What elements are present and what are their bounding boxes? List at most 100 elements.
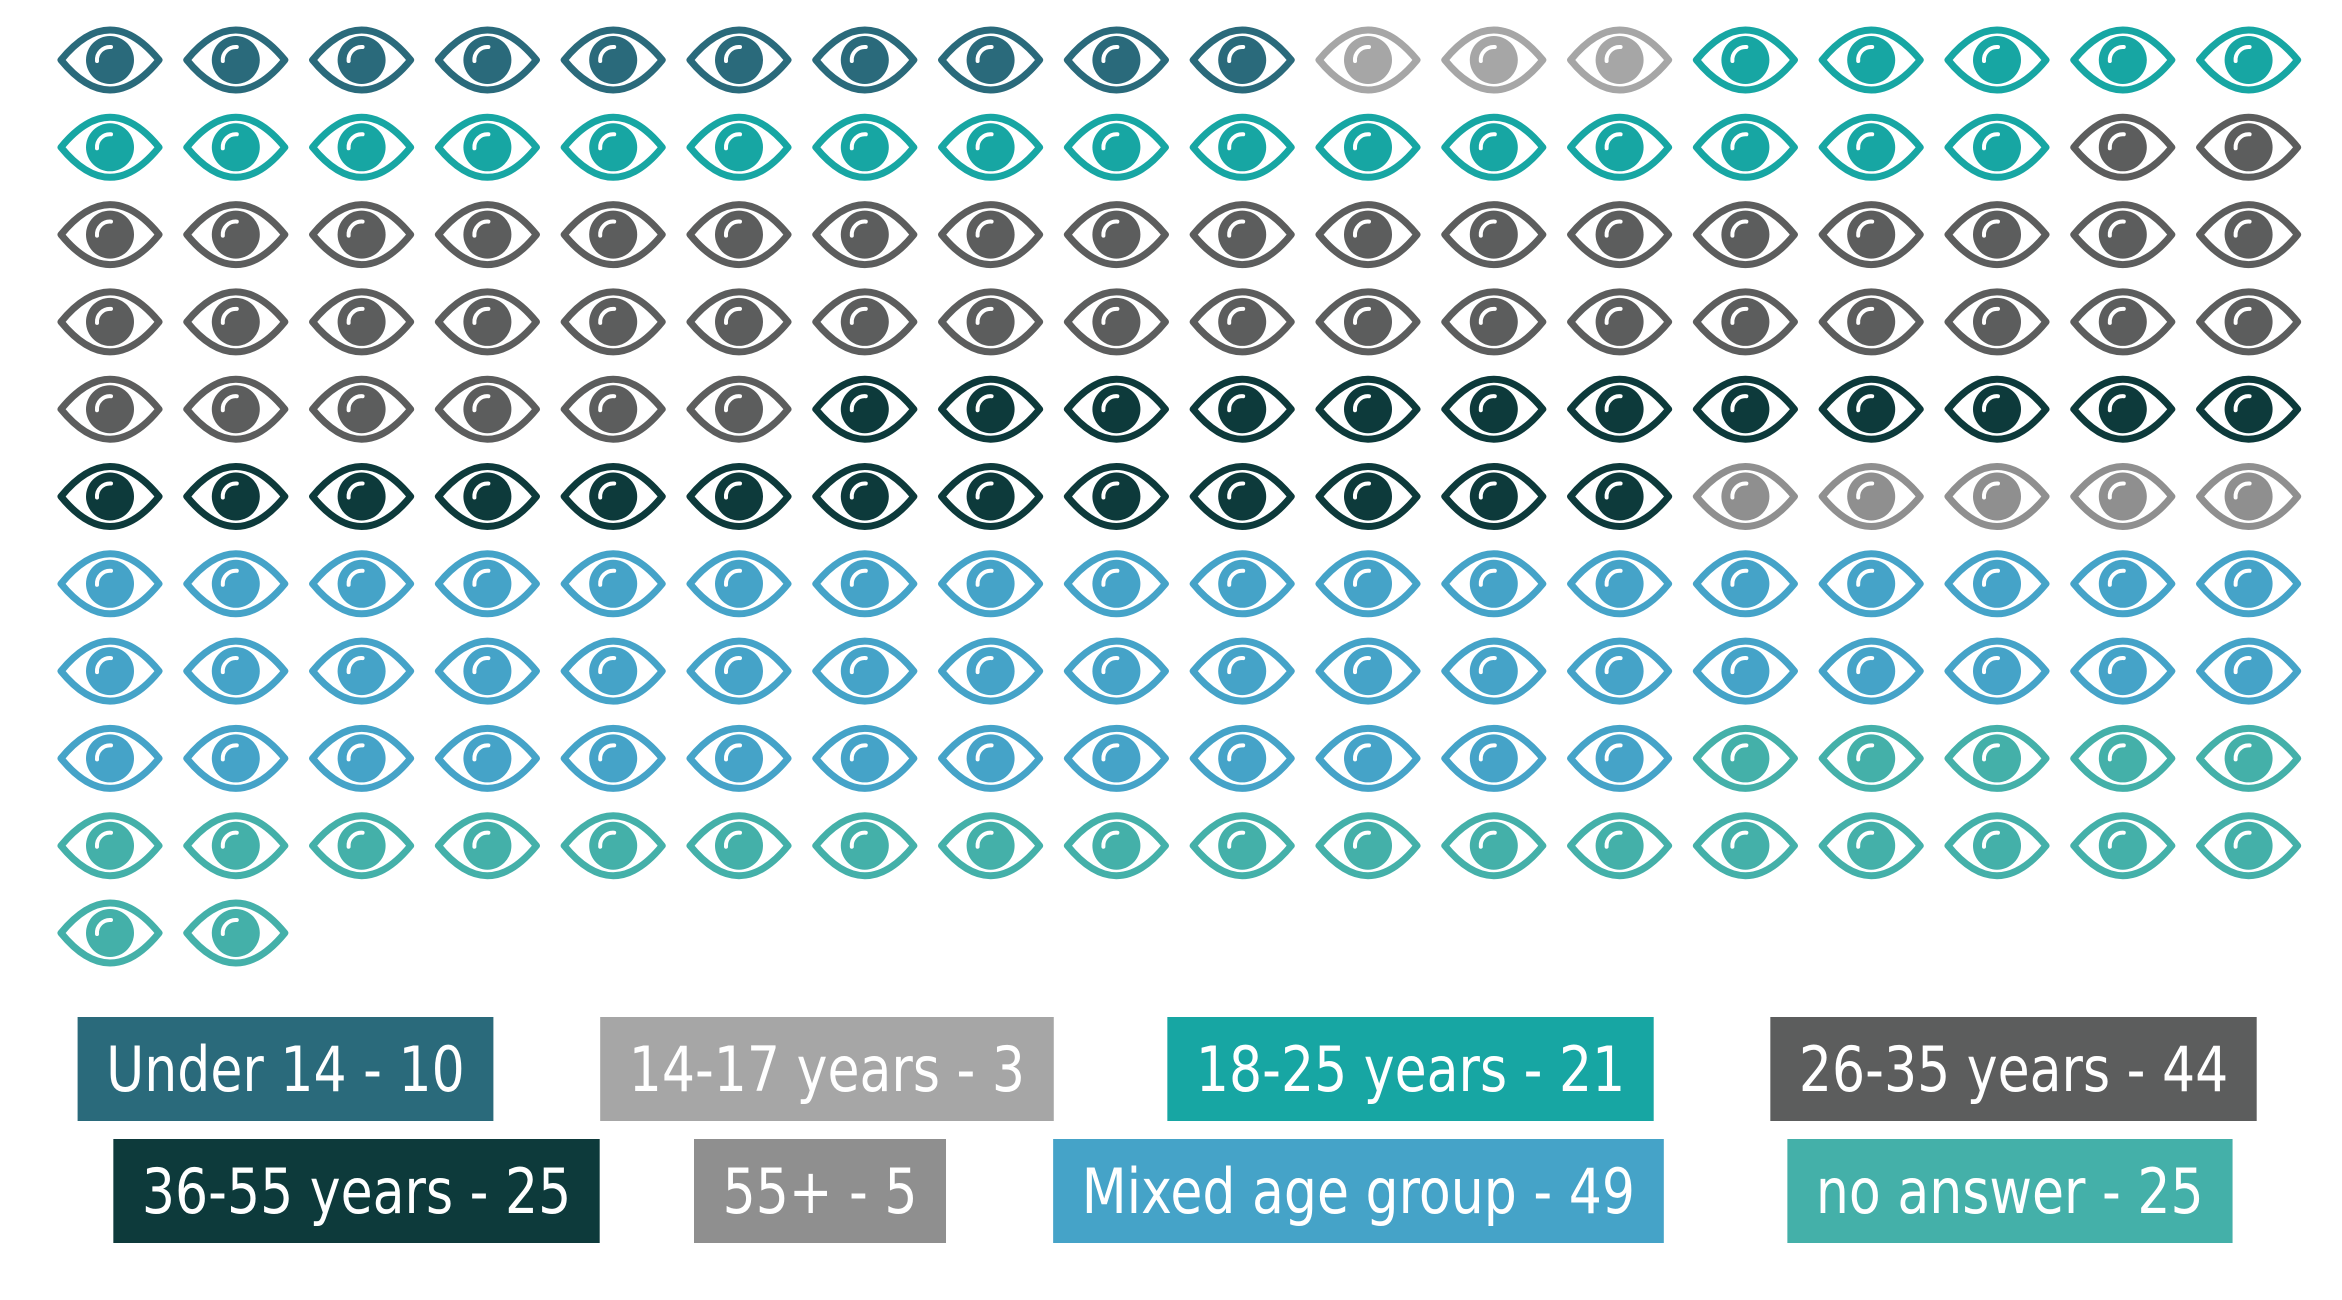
eye-icon xyxy=(2196,113,2302,181)
eye-icon xyxy=(1189,724,1295,792)
eye-icon xyxy=(1692,201,1798,269)
eye-icon xyxy=(686,812,792,880)
eye-icon xyxy=(938,463,1044,530)
eye-icon xyxy=(1944,463,2050,530)
eye-icon xyxy=(1692,637,1798,705)
eye-icon xyxy=(434,201,540,269)
eye-icon xyxy=(1063,724,1169,792)
eye-icon xyxy=(686,201,792,269)
eye-icon xyxy=(1063,637,1169,705)
eye-icon xyxy=(57,288,163,356)
eye-icon xyxy=(2196,637,2302,705)
eye-icon xyxy=(2070,724,2176,792)
eye-icon xyxy=(1692,550,1798,618)
eye-icon xyxy=(1567,812,1673,880)
eye-icon xyxy=(1441,550,1547,618)
eye-icon xyxy=(1063,113,1169,181)
eye-icon xyxy=(1944,113,2050,181)
eye-icon xyxy=(938,637,1044,705)
eye-icon xyxy=(1818,288,1924,356)
eye-icon xyxy=(560,724,666,792)
eye-icon xyxy=(434,288,540,356)
eye-icon xyxy=(309,724,415,792)
eye-icon xyxy=(1818,724,1924,792)
eye-icon xyxy=(1189,637,1295,705)
eye-icon xyxy=(2196,288,2302,356)
eye-icon xyxy=(309,26,415,94)
eye-icon xyxy=(560,113,666,181)
eye-icon xyxy=(2070,113,2176,181)
eye-icon xyxy=(2070,201,2176,269)
eye-icon xyxy=(560,550,666,618)
eye-icon xyxy=(812,26,918,94)
eye-icon xyxy=(938,812,1044,880)
eye-icon xyxy=(2196,812,2302,880)
eye-icon xyxy=(686,550,792,618)
eye-icon xyxy=(560,201,666,269)
eye-icon xyxy=(1189,463,1295,530)
eye-icon xyxy=(1063,26,1169,94)
eye-icon xyxy=(309,812,415,880)
eye-icon xyxy=(57,812,163,880)
eye-icon xyxy=(183,201,289,269)
eye-icon xyxy=(57,113,163,181)
eye-icon xyxy=(434,550,540,618)
eye-icon xyxy=(1315,288,1421,356)
eye-icon xyxy=(1441,113,1547,181)
eye-icon xyxy=(1315,550,1421,618)
eye-icon xyxy=(1441,26,1547,94)
eye-icon xyxy=(2196,26,2302,94)
eye-icon xyxy=(812,113,918,181)
eye-icon xyxy=(812,550,918,618)
eye-icon xyxy=(309,288,415,356)
eye-icon xyxy=(1818,812,1924,880)
eye-icon xyxy=(1315,637,1421,705)
eye-icon xyxy=(1315,375,1421,443)
eye-icon xyxy=(560,26,666,94)
eye-icon xyxy=(2070,288,2176,356)
eye-icon xyxy=(434,724,540,792)
eye-icon xyxy=(1063,201,1169,269)
eye-icon xyxy=(812,812,918,880)
eye-icon xyxy=(560,637,666,705)
eye-icon xyxy=(183,637,289,705)
eye-icon xyxy=(57,463,163,530)
eye-icon xyxy=(560,375,666,443)
eye-icon xyxy=(183,375,289,443)
eye-icon xyxy=(938,201,1044,269)
eye-icon xyxy=(434,463,540,530)
legend-item-26-35-years: 26-35 years - 44 xyxy=(1770,1017,2258,1121)
eye-icon xyxy=(1063,463,1169,530)
eye-icon xyxy=(1818,26,1924,94)
eye-icon xyxy=(1315,26,1421,94)
eye-icon xyxy=(1063,288,1169,356)
eye-icon xyxy=(309,637,415,705)
eye-icon xyxy=(1944,288,2050,356)
eye-icon xyxy=(309,550,415,618)
eye-icon xyxy=(309,113,415,181)
eye-icon xyxy=(938,550,1044,618)
eye-icon xyxy=(560,463,666,530)
eye-icon xyxy=(560,812,666,880)
eye-icon xyxy=(434,26,540,94)
eye-icon xyxy=(1567,113,1673,181)
eye-icon xyxy=(1567,550,1673,618)
eye-icon xyxy=(1692,812,1798,880)
legend-item-36-55-years: 36-55 years - 25 xyxy=(113,1139,601,1243)
legend-item-mixed-age-group: Mixed age group - 49 xyxy=(1052,1139,1664,1243)
eye-icon xyxy=(1692,463,1798,530)
eye-icon xyxy=(309,375,415,443)
eye-icon xyxy=(1944,375,2050,443)
eye-icon xyxy=(2070,463,2176,530)
eye-icon xyxy=(1441,288,1547,356)
legend-item-14-17-years: 14-17 years - 3 xyxy=(600,1017,1054,1121)
eye-icon xyxy=(57,724,163,792)
eye-icon xyxy=(938,26,1044,94)
eye-icon xyxy=(560,288,666,356)
legend-item-18-25-years: 18-25 years - 21 xyxy=(1167,1017,1655,1121)
eye-icon xyxy=(1692,288,1798,356)
eye-icon xyxy=(57,637,163,705)
waffle-chart xyxy=(57,26,2302,967)
eye-icon xyxy=(686,637,792,705)
eye-icon xyxy=(57,201,163,269)
